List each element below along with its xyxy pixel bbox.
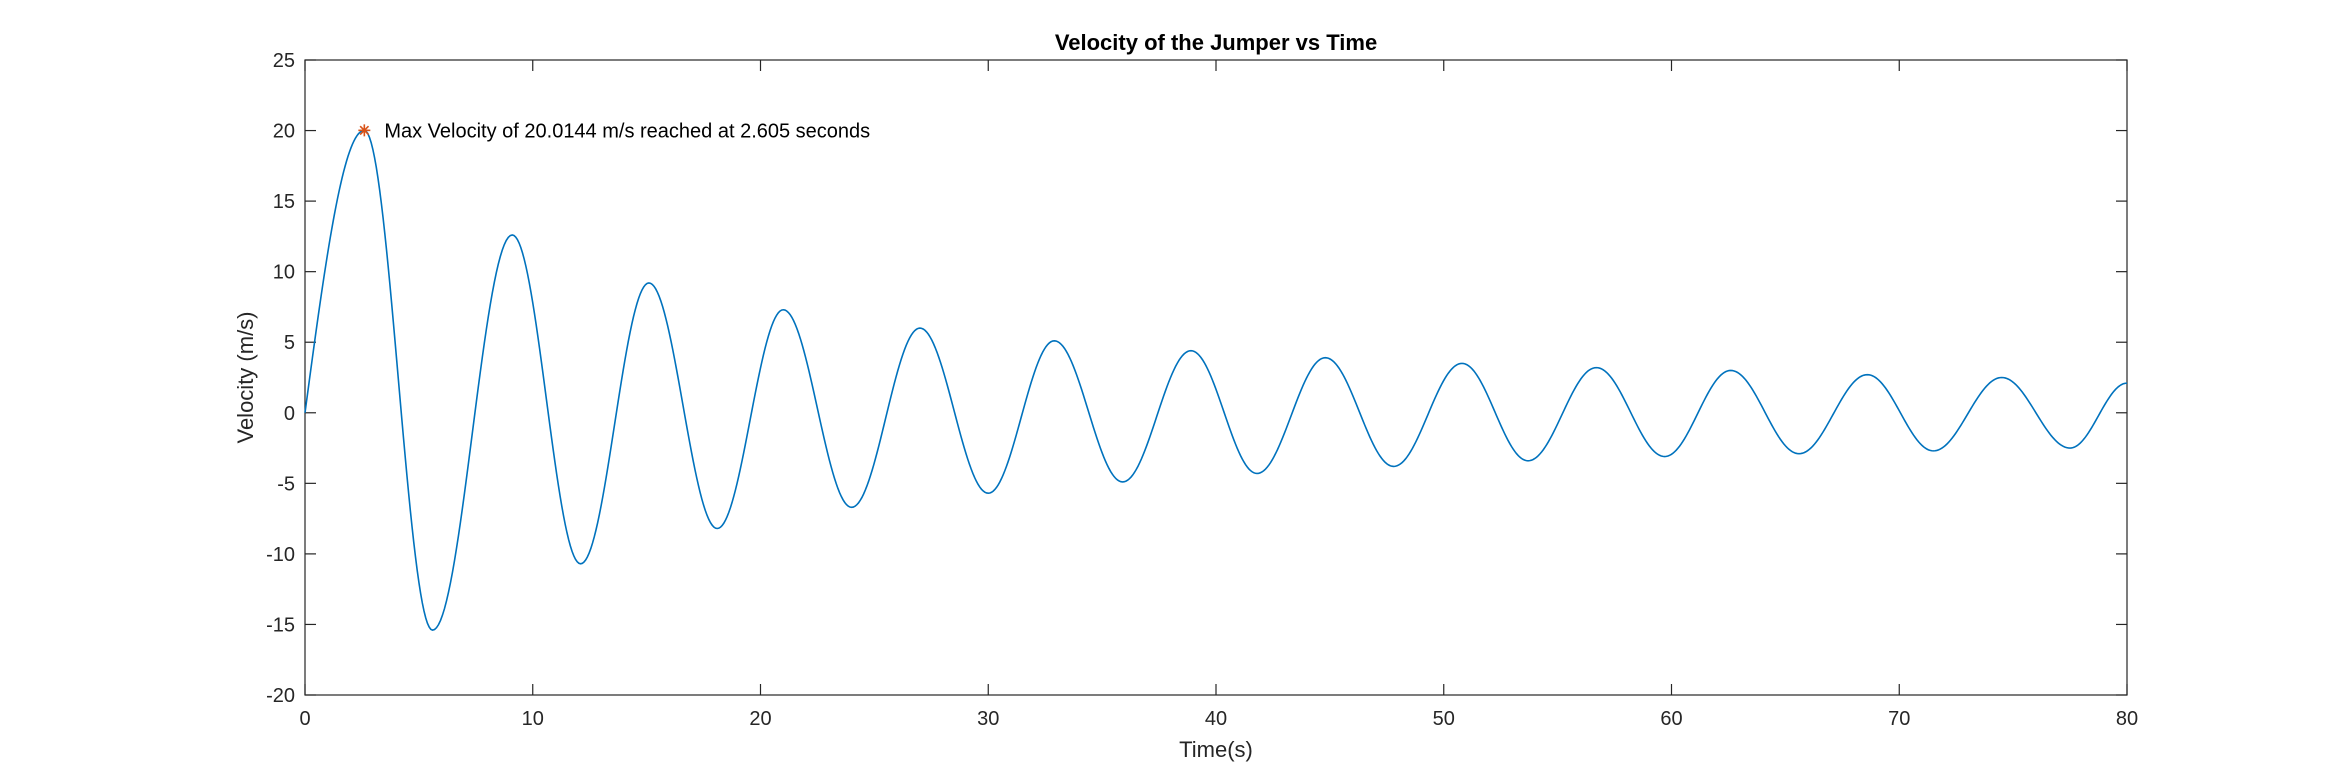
y-tick-label: 25	[273, 50, 295, 72]
max-velocity-annotation: Max Velocity of 20.0144 m/s reached at 2…	[384, 120, 870, 142]
y-tick-label: 5	[284, 332, 295, 354]
y-tick-label: 10	[273, 262, 295, 284]
x-tick-label: 10	[522, 708, 544, 730]
x-tick-label: 60	[1660, 708, 1682, 730]
x-tick-label: 80	[2116, 708, 2138, 730]
y-tick-label: -5	[277, 473, 295, 495]
max-marker-layer	[358, 124, 371, 137]
y-tick-label: -15	[266, 614, 295, 636]
y-tick-label: 15	[273, 191, 295, 213]
max-velocity-marker	[358, 124, 371, 137]
plot-area	[304, 59, 2128, 696]
series-layer	[304, 129, 2128, 631]
y-tick-label: -10	[266, 544, 295, 566]
x-tick-label: 40	[1205, 708, 1227, 730]
y-tick-label: 20	[273, 121, 295, 143]
y-axis-ticks: -20 -15 -10 -5 0 5 10 15 20 25	[266, 50, 2127, 707]
x-tick-label: 50	[1433, 708, 1455, 730]
y-tick-label: 0	[284, 403, 295, 425]
y-tick-label: -20	[266, 685, 295, 707]
x-axis-title: Time(s)	[1179, 737, 1253, 762]
x-axis-ticks: 0 10 20 30 40 50 60 70 80	[299, 60, 2138, 730]
velocity-line	[304, 129, 2128, 631]
y-axis-title: Velocity (m/s)	[233, 311, 258, 443]
x-tick-label: 30	[977, 708, 999, 730]
x-tick-label: 0	[299, 708, 310, 730]
chart-title: Velocity of the Jumper vs Time	[1055, 30, 1377, 55]
x-tick-label: 20	[749, 708, 771, 730]
x-tick-label: 70	[1888, 708, 1910, 730]
